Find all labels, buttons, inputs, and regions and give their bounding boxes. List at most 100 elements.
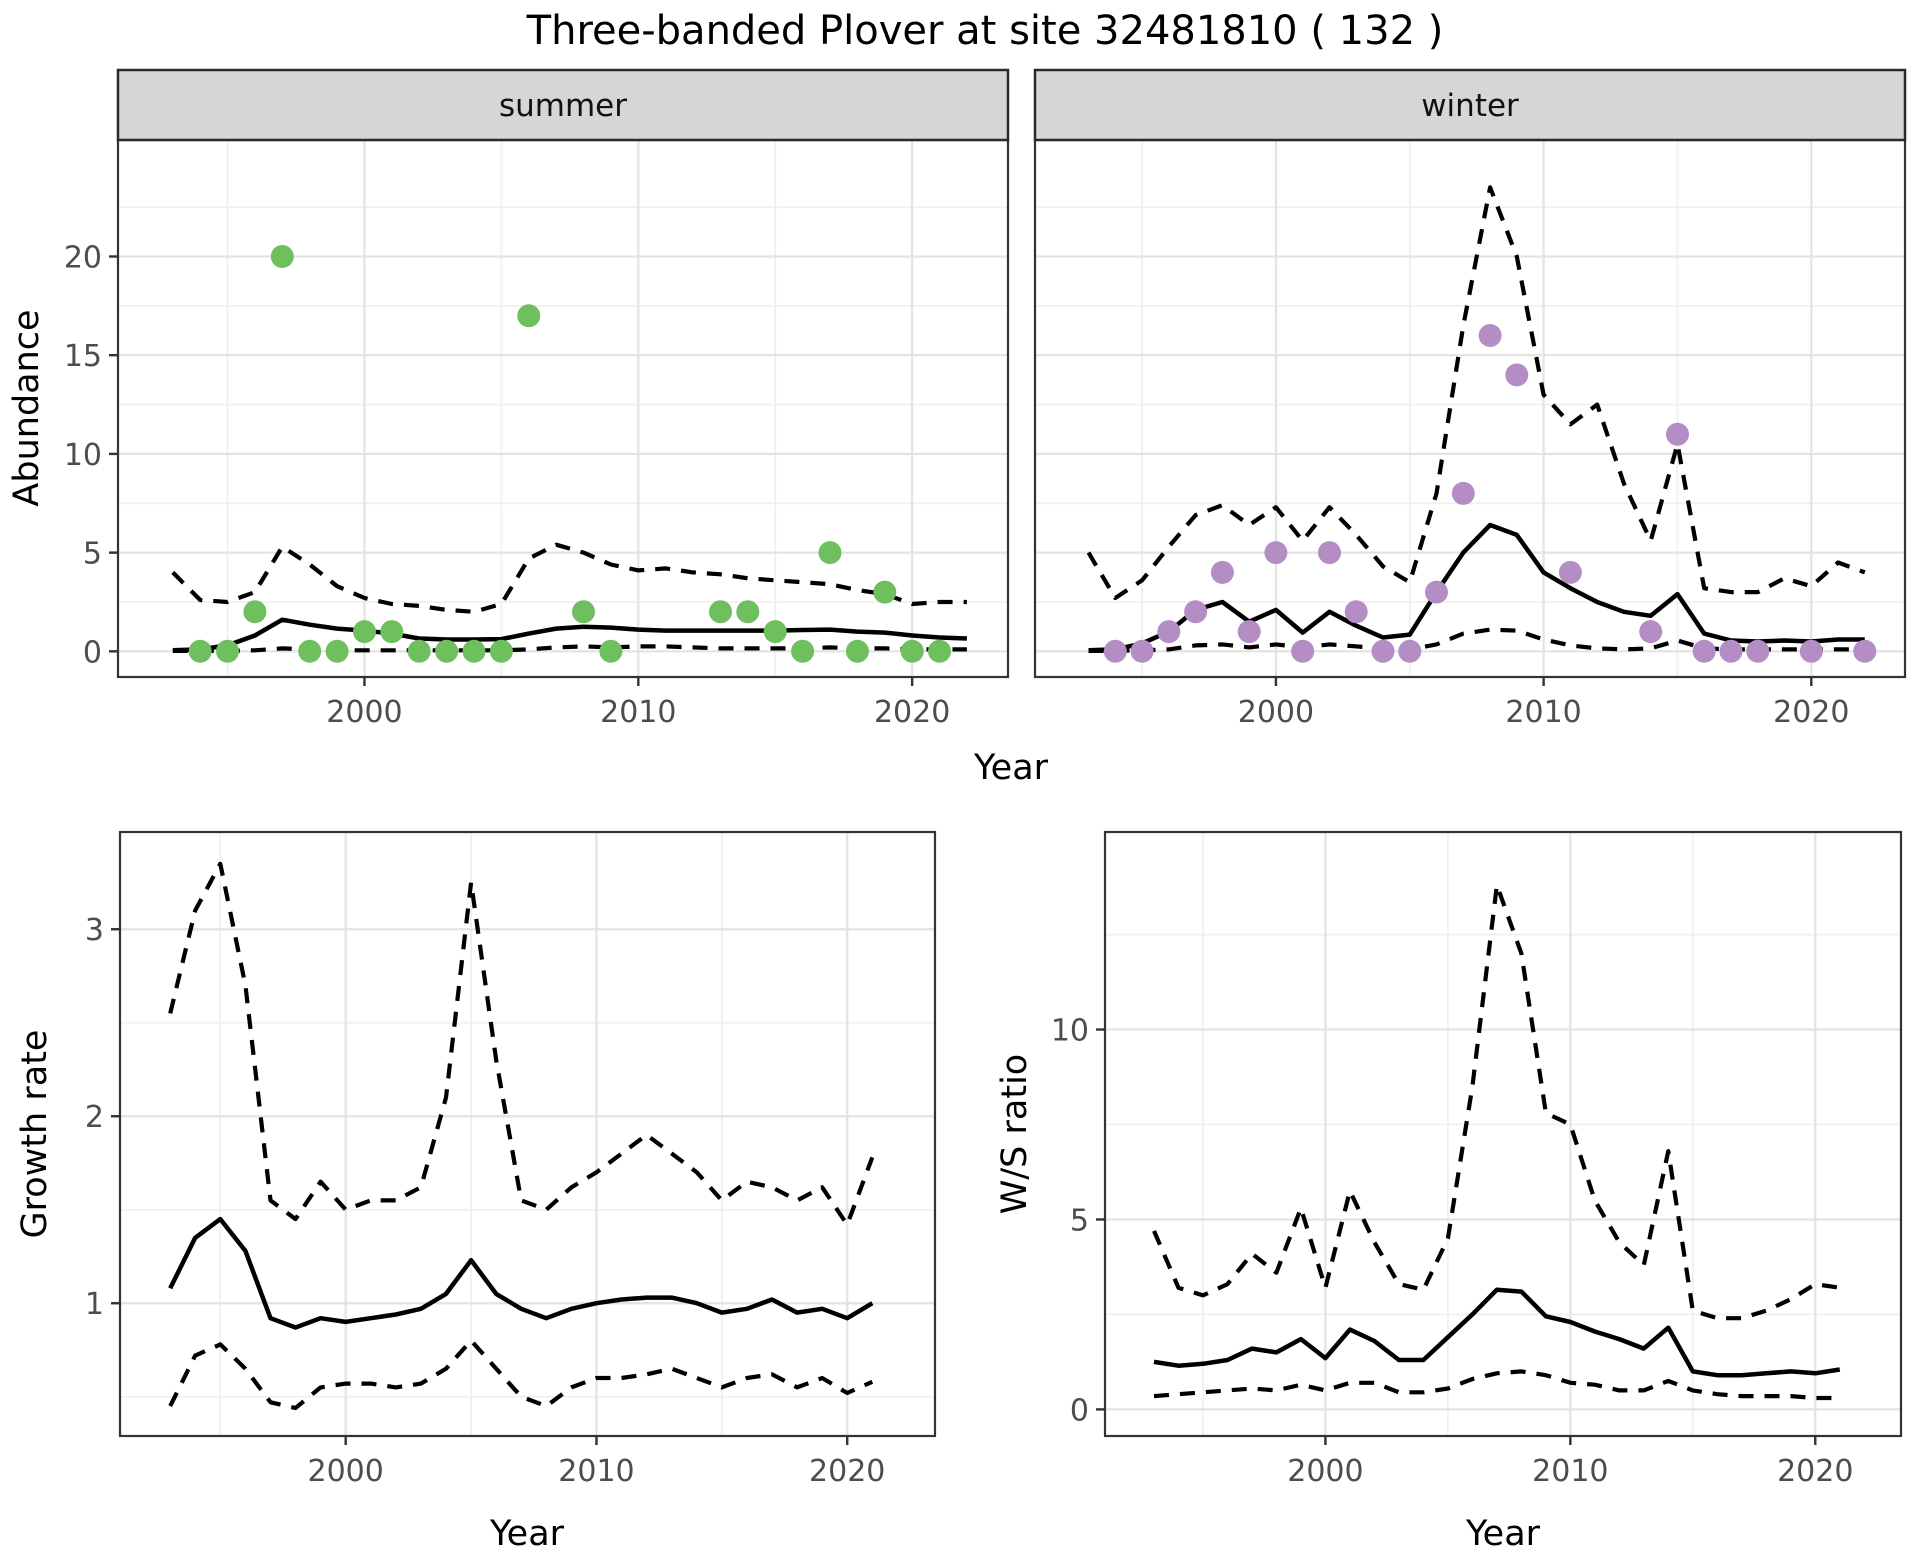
data-point xyxy=(736,600,760,624)
panel-background xyxy=(118,140,1008,677)
tick-label: 1 xyxy=(85,1287,104,1322)
facet-strip-winter xyxy=(1033,68,1907,142)
tick-label: 2020 xyxy=(809,1454,885,1489)
tick-label: 5 xyxy=(1070,1203,1089,1238)
tick-label: 0 xyxy=(1070,1393,1089,1428)
tick-label: 10 xyxy=(64,438,102,473)
data-point xyxy=(298,639,322,663)
panel-background xyxy=(1105,832,1901,1436)
data-point xyxy=(270,245,294,268)
tick-label: 3 xyxy=(85,913,104,948)
tick-label: 15 xyxy=(64,339,102,374)
tick-label: 2020 xyxy=(1773,695,1849,730)
data-point xyxy=(1237,620,1261,644)
panel-background xyxy=(120,832,935,1436)
data-point xyxy=(818,541,842,565)
tick-label: 2010 xyxy=(600,695,676,730)
data-point xyxy=(1318,541,1341,565)
data-point xyxy=(572,600,595,624)
data-point xyxy=(1398,639,1422,663)
data-point xyxy=(873,580,897,604)
y-axis-title-ws-ratio: W/S ratio xyxy=(995,1054,1035,1214)
tick-label: 2010 xyxy=(1505,695,1581,730)
data-point xyxy=(1210,560,1234,584)
data-point xyxy=(1746,639,1770,663)
data-point xyxy=(1451,481,1475,505)
y-axis-title-abundance: Abundance xyxy=(7,309,47,506)
data-point xyxy=(380,620,404,644)
median-line xyxy=(1088,522,1865,653)
data-point xyxy=(928,639,951,663)
tick-label: 2020 xyxy=(874,695,950,730)
x-axis-title-year-growth: Year xyxy=(489,1514,565,1554)
data-point xyxy=(599,639,623,663)
tick-label: 2000 xyxy=(308,1454,384,1489)
x-axis-title-year-top: Year xyxy=(973,748,1049,788)
data-point xyxy=(1478,324,1502,347)
data-point xyxy=(1799,639,1823,663)
tick-label: 2010 xyxy=(558,1454,634,1489)
data-point xyxy=(517,304,541,328)
data-point xyxy=(1103,639,1127,663)
facet-strip-summer xyxy=(116,68,1010,142)
x-axis-title-year-ws: Year xyxy=(1465,1514,1541,1554)
upper-ci-line xyxy=(1086,185,1866,601)
chart-title: Three-banded Plover at site 32481810 ( 1… xyxy=(526,8,1444,54)
data-point xyxy=(1130,639,1154,663)
data-point xyxy=(1184,600,1208,624)
data-point xyxy=(845,639,869,663)
data-point xyxy=(1344,600,1368,624)
data-point xyxy=(1853,639,1877,663)
panel-border xyxy=(1103,830,1903,1438)
data-point xyxy=(1371,639,1395,663)
data-point xyxy=(709,600,732,624)
data-point xyxy=(435,639,459,663)
data-point xyxy=(353,620,376,644)
data-point xyxy=(763,620,787,644)
tick-label: 2000 xyxy=(1287,1454,1363,1489)
median-line xyxy=(1153,1287,1841,1378)
y-axis-title-growth-rate: Growth rate xyxy=(15,1030,55,1239)
panel-ws-ratio: 2000 2010 2020 0 5 10 xyxy=(1051,830,1903,1489)
data-point xyxy=(216,639,239,663)
median-line xyxy=(168,1216,874,1330)
tick-label: 5 xyxy=(83,537,102,572)
tick-label: 20 xyxy=(64,240,102,275)
data-point xyxy=(1719,639,1743,663)
tick-label: 2000 xyxy=(326,695,402,730)
data-point xyxy=(900,639,924,663)
data-point xyxy=(1157,620,1181,644)
panel-abundance-summer: 2000 2010 2020 0 5 10 15 20 xyxy=(64,138,1010,730)
median-line xyxy=(172,617,967,653)
tick-label: 2 xyxy=(85,1100,104,1135)
upper-ci-line xyxy=(171,542,967,614)
data-point xyxy=(1291,639,1315,663)
upper-ci-line xyxy=(168,861,875,1227)
data-point xyxy=(243,600,267,624)
data-point xyxy=(1666,422,1689,446)
data-point xyxy=(1692,639,1716,663)
panel-growth-rate: 2000 2010 2020 1 2 3 xyxy=(85,830,937,1489)
data-point xyxy=(407,639,431,663)
facet-label-winter: winter xyxy=(1421,88,1519,124)
lower-ci-line xyxy=(168,1338,874,1411)
tick-label: 2010 xyxy=(1532,1454,1608,1489)
panel-background xyxy=(1035,140,1905,677)
lower-ci-line xyxy=(1153,1369,1840,1401)
data-point xyxy=(325,639,349,663)
data-point xyxy=(1264,541,1288,565)
panel-abundance-winter: 2000 2010 2020 xyxy=(1033,138,1907,730)
tick-label: 0 xyxy=(83,635,102,670)
tick-label: 2000 xyxy=(1238,695,1314,730)
data-point xyxy=(1639,620,1663,644)
data-point xyxy=(791,639,815,663)
tick-label: 10 xyxy=(1051,1014,1089,1049)
data-point xyxy=(1425,580,1448,604)
data-point xyxy=(1505,363,1529,387)
data-point xyxy=(489,639,513,663)
data-point xyxy=(462,639,486,663)
facet-label-summer: summer xyxy=(499,88,627,124)
